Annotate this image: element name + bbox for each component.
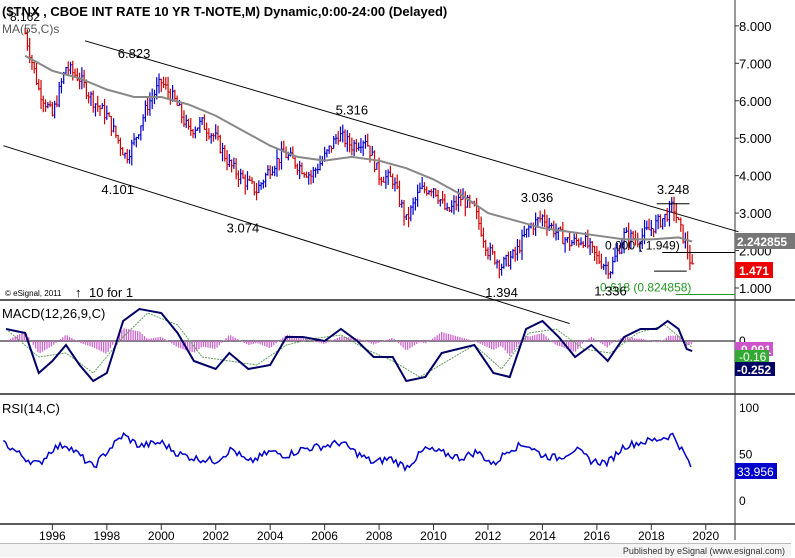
price-annotation-label: 4.101 bbox=[101, 182, 134, 197]
price-tick-label: 7.000 bbox=[739, 56, 772, 71]
x-tick-label: 2006 bbox=[311, 529, 338, 543]
channel-upper-line bbox=[84, 40, 739, 233]
x-tick-label: 2010 bbox=[420, 529, 447, 543]
macd-histogram bbox=[7, 328, 692, 357]
price-annotation-label: 1.336 bbox=[594, 283, 627, 298]
ma55-line bbox=[24, 54, 693, 243]
fib-618-label: 0.618 (0.824858) bbox=[600, 281, 691, 295]
ma-value-tag-bg bbox=[735, 233, 795, 249]
macd-signal-line bbox=[5, 312, 693, 378]
x-tick-label: 2000 bbox=[148, 529, 175, 543]
x-tick-label: 2004 bbox=[257, 529, 284, 543]
rsi-value-tag-bg bbox=[735, 463, 777, 479]
x-tick-label: 1998 bbox=[93, 529, 120, 543]
ma-value-tag: 2.242855 bbox=[737, 235, 787, 249]
x-tick-label: 2016 bbox=[584, 529, 611, 543]
x-tick-label: 2012 bbox=[475, 529, 502, 543]
x-tick-label: 2020 bbox=[692, 529, 719, 543]
price-tick-label: 6.000 bbox=[739, 94, 772, 109]
last-price-tag-bg bbox=[735, 262, 773, 278]
rsi-value-tag: 33.956 bbox=[737, 465, 774, 479]
macd-signal-tag-bg bbox=[735, 350, 769, 363]
rsi-tick-label: 50 bbox=[739, 448, 753, 462]
channel-lower-line bbox=[3, 145, 570, 325]
rsi-series bbox=[2, 431, 692, 473]
rsi-line bbox=[2, 431, 692, 473]
price-tick-label: 5.000 bbox=[739, 131, 772, 146]
x-tick-label: 2018 bbox=[638, 529, 665, 543]
ma-indicator-label: MA(55,C)s bbox=[2, 22, 59, 36]
price-annotation-label: 5.316 bbox=[336, 102, 369, 117]
price-annotation-label: 3.036 bbox=[521, 190, 554, 205]
macd-line bbox=[5, 307, 693, 383]
price-tick-label: 8.000 bbox=[739, 19, 772, 34]
fib-0-label: 0.000 ( 1.949) bbox=[605, 238, 680, 252]
rsi-tick-label: 100 bbox=[739, 401, 759, 415]
split-arrow-icon: ↑ bbox=[75, 285, 82, 300]
split-note-label: 10 for 1 bbox=[89, 285, 133, 300]
price-bars bbox=[24, 28, 695, 279]
price-tick-label: 3.000 bbox=[739, 206, 772, 221]
price-tick-label: 1.000 bbox=[739, 281, 772, 296]
footer-text: Published by eSignal (www.esignal.com) bbox=[622, 546, 785, 556]
price-annotation-label: 3.248 bbox=[657, 182, 690, 197]
macd-title: MACD(12,26,9,C) bbox=[2, 306, 105, 321]
footer: Published by eSignal (www.esignal.com) bbox=[0, 543, 791, 557]
price-annotation-label: 6.823 bbox=[118, 46, 151, 61]
macd-signal-tag: -0.16 bbox=[739, 350, 767, 364]
esignal-footnote: © eSignal, 2011 bbox=[5, 289, 62, 298]
x-tick-label: 2008 bbox=[366, 529, 393, 543]
rsi-title: RSI(14,C) bbox=[2, 401, 60, 416]
chart-title: ($TNX , CBOE INT RATE 10 YR T-NOTE,M) Dy… bbox=[2, 4, 447, 19]
x-tick-label: 2014 bbox=[529, 529, 556, 543]
first-value-label: 8.162 bbox=[10, 10, 40, 24]
rsi-tick-label: 0 bbox=[739, 494, 746, 508]
x-tick-label: 1996 bbox=[39, 529, 66, 543]
macd-value-tag-bg bbox=[735, 362, 775, 376]
price-tick-label: 4.000 bbox=[739, 169, 772, 184]
price-annotation-label: 1.394 bbox=[485, 285, 518, 300]
x-tick-label: 2002 bbox=[202, 529, 229, 543]
macd-tick-label: 0 bbox=[739, 334, 746, 348]
price-annotation-label: 3.074 bbox=[227, 220, 260, 235]
macd-value-tag: -0.252 bbox=[737, 363, 771, 377]
last-price-tag: 1.471 bbox=[739, 264, 769, 278]
